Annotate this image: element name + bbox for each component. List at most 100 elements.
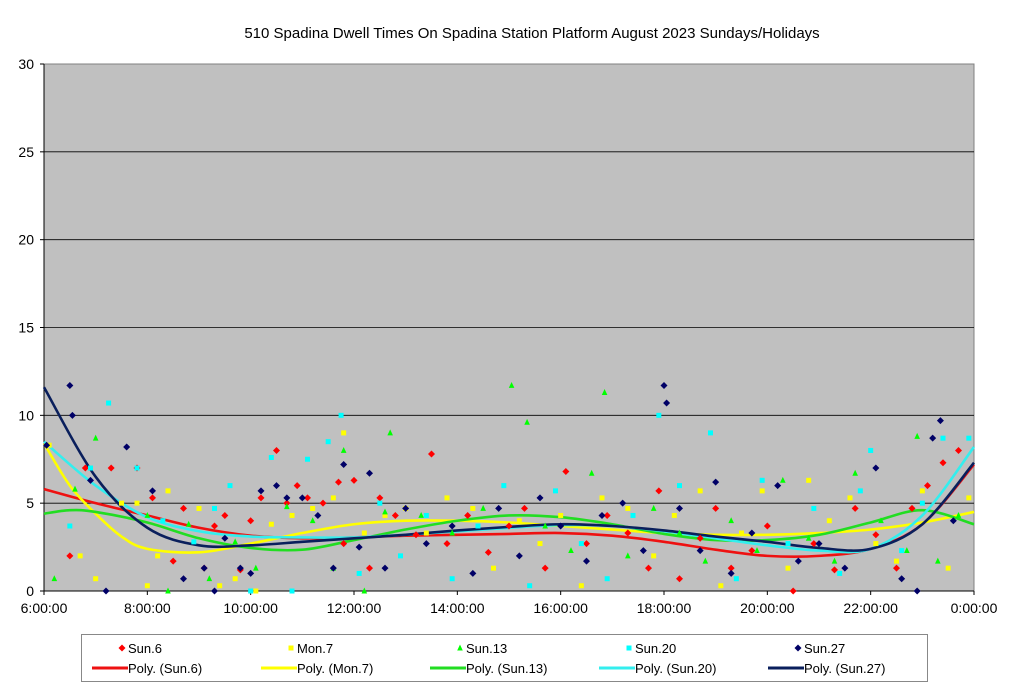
point-sun-27 <box>422 540 430 548</box>
point-sun-27 <box>495 504 503 512</box>
point-sun-6 <box>293 482 301 490</box>
legend-item: Sun.13 <box>420 638 589 658</box>
legend-label: Sun.6 <box>128 640 162 656</box>
point-sun-20 <box>868 447 874 453</box>
point-sun-27 <box>469 569 477 577</box>
point-sun-13 <box>831 557 838 564</box>
point-mon-7 <box>873 541 879 547</box>
point-sun-13 <box>702 557 709 564</box>
point-sun-13 <box>852 469 858 476</box>
point-sun-13 <box>309 517 316 524</box>
point-sun-13 <box>625 552 631 559</box>
x-tick-label: 16:00:00 <box>533 600 588 616</box>
point-sun-13 <box>449 529 455 536</box>
point-sun-27 <box>200 564 208 572</box>
point-sun-27 <box>43 441 51 449</box>
point-sun-13 <box>878 517 884 524</box>
point-sun-27 <box>639 547 647 555</box>
legend-label: Mon.7 <box>297 640 334 656</box>
point-sun-27 <box>660 381 668 389</box>
legend-symbol <box>92 666 128 670</box>
point-mon-7 <box>289 512 295 518</box>
point-mon-7 <box>806 477 812 483</box>
point-mon-7 <box>232 576 238 582</box>
point-sun-27 <box>936 417 944 425</box>
point-sun-13 <box>524 418 530 425</box>
point-sun-20 <box>837 570 843 576</box>
point-sun-20 <box>106 400 112 406</box>
point-sun-20 <box>377 500 383 506</box>
point-sun-13 <box>387 429 393 436</box>
point-sun-20 <box>940 435 946 441</box>
point-sun-27 <box>247 569 255 577</box>
point-sun-20 <box>212 505 217 511</box>
point-sun-6 <box>211 522 218 530</box>
point-mon-7 <box>268 521 274 527</box>
point-sun-6 <box>655 487 663 495</box>
point-sun-27 <box>180 575 187 583</box>
point-sun-27 <box>598 511 606 519</box>
legend-label: Poly. (Sun.13) <box>466 660 548 676</box>
point-sun-6 <box>484 548 492 556</box>
point-sun-13 <box>165 587 171 594</box>
point-sun-13 <box>508 381 515 388</box>
point-sun-6 <box>443 540 451 548</box>
point-mon-7 <box>77 553 83 559</box>
point-mon-7 <box>119 500 124 506</box>
point-sun-27 <box>298 494 306 502</box>
point-sun-6 <box>624 529 632 537</box>
point-mon-7 <box>196 505 202 511</box>
legend-label: Sun.13 <box>466 640 508 656</box>
x-tick-label: 18:00:00 <box>637 600 692 616</box>
point-sun-20 <box>656 412 662 418</box>
point-sun-6 <box>562 468 570 476</box>
x-tick-label: 0:00:00 <box>951 600 998 616</box>
point-sun-27 <box>536 494 544 502</box>
point-mon-7 <box>253 588 259 594</box>
point-sun-13 <box>728 517 734 524</box>
point-mon-7 <box>93 576 99 582</box>
point-mon-7 <box>718 583 724 589</box>
legend-item: Mon.7 <box>251 638 420 658</box>
x-tick-label: 6:00:00 <box>21 600 68 616</box>
point-sun-20 <box>191 539 197 545</box>
point-sun-13 <box>340 446 347 453</box>
point-sun-20 <box>449 576 455 582</box>
point-sun-27 <box>676 504 683 512</box>
point-sun-20 <box>501 483 507 489</box>
gridlines <box>44 151 974 504</box>
trendlines <box>42 386 976 558</box>
legend-label: Poly. (Sun.27) <box>804 660 886 676</box>
point-mon-7 <box>651 553 657 559</box>
point-sun-20 <box>475 523 481 529</box>
point-sun-6 <box>221 511 229 519</box>
y-tick-label: 30 <box>18 56 34 72</box>
point-sun-20 <box>423 512 429 518</box>
x-tick-label: 22:00:00 <box>843 600 898 616</box>
point-sun-6 <box>180 504 187 512</box>
point-sun-27 <box>448 522 456 530</box>
point-mon-7 <box>382 512 388 518</box>
point-sun-20 <box>733 576 739 582</box>
point-sun-27 <box>748 529 756 537</box>
point-mon-7 <box>341 430 347 436</box>
point-sun-27 <box>273 482 280 490</box>
legend-item: Poly. (Mon.7) <box>251 658 420 678</box>
point-sun-20 <box>899 548 905 554</box>
legend-item: Poly. (Sun.20) <box>589 658 758 678</box>
point-sun-27 <box>794 557 802 565</box>
point-sun-27 <box>66 381 74 389</box>
point-sun-27 <box>340 461 348 469</box>
legend-symbol <box>261 666 297 670</box>
point-sun-13 <box>588 469 595 476</box>
point-sun-20 <box>708 430 713 436</box>
point-sun-6 <box>81 464 89 472</box>
x-tick-label: 10:00:00 <box>223 600 278 616</box>
point-sun-27 <box>283 494 291 502</box>
point-sun-6 <box>107 464 115 472</box>
point-sun-6 <box>908 504 916 512</box>
point-sun-27 <box>123 443 131 451</box>
legend-item: Sun.27 <box>758 638 927 658</box>
point-sun-20 <box>248 588 254 594</box>
point-mon-7 <box>361 530 367 536</box>
